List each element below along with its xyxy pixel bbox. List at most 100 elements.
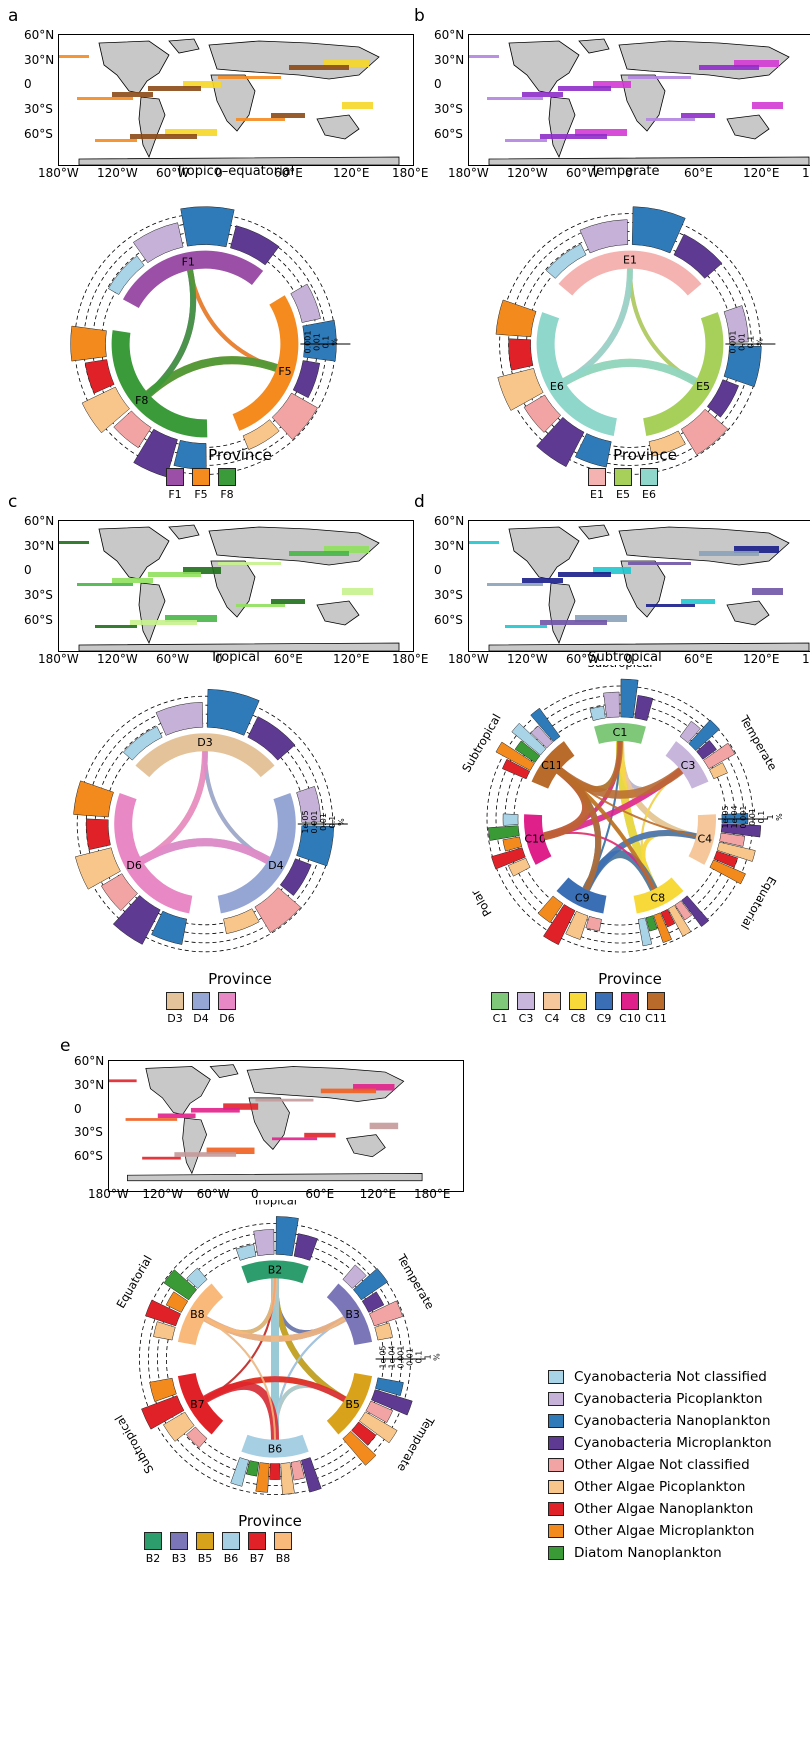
abundance-bar [113, 410, 152, 449]
abundance-bar [681, 895, 710, 927]
province-band [558, 572, 611, 577]
legend-swatch [548, 1370, 564, 1384]
chord-wheel-d: C1C3C4C8C9C10C11EquatorialTropicalPolarS… [459, 665, 784, 953]
province-band [190, 1107, 240, 1113]
abundance-bar [507, 857, 531, 877]
scale-tick-label: 0.1 [757, 811, 766, 824]
province-swatch [517, 992, 535, 1010]
abundance-bar [296, 786, 322, 823]
province-label: D4 [193, 1012, 209, 1025]
lon-tick-label: 60°E [305, 1187, 335, 1201]
map-land-group [59, 38, 400, 166]
abundance-bar [720, 823, 762, 838]
province-arc-label: C10 [524, 832, 546, 845]
abundance-bar [153, 1321, 176, 1341]
legend-item: Cyanobacteria Nanoplankton [548, 1413, 771, 1429]
province-arc [232, 295, 299, 431]
abundance-bar [634, 695, 654, 721]
lon-tick-label: 0 [625, 166, 633, 180]
province-arc-label: C3 [681, 759, 696, 772]
abundance-bar [603, 691, 620, 719]
abundance-bar [497, 368, 544, 411]
province-band [77, 97, 133, 100]
province-swatch [218, 992, 236, 1010]
abundance-bar [680, 408, 729, 456]
province-band [157, 1113, 196, 1119]
legend-label: Other Algae Microplankton [574, 1523, 755, 1539]
province-swatch [166, 992, 184, 1010]
province-swatch [218, 468, 236, 486]
scale-tick-label: % [337, 818, 346, 826]
lon-tick-label: 180°W [88, 1187, 129, 1201]
province-arc-label: D6 [126, 859, 141, 872]
lat-tick-label: 60°N [24, 28, 55, 42]
province-label: C11 [645, 1012, 667, 1025]
land-shape [726, 114, 770, 140]
province-label: B8 [275, 1552, 291, 1565]
lon-tick-label: 180°W [38, 652, 79, 666]
land-shape [346, 1134, 386, 1158]
abundance-bar [674, 900, 693, 921]
province-arc [688, 814, 716, 865]
lat-tick-label: 30°N [434, 52, 465, 67]
abundance-bar [292, 360, 321, 399]
province-label: B7 [249, 1552, 265, 1565]
lat-tick-label: 0 [24, 77, 32, 92]
province-swatch [614, 468, 632, 486]
lon-tick-label: 120°E [743, 166, 780, 180]
chord-wheel-b: E1E5E6Tropico–equatorialPolar0.0010.010.… [495, 195, 776, 475]
province-label: C9 [596, 1012, 612, 1025]
abundance-bar [293, 1233, 318, 1261]
scale-tick-label: % [775, 813, 784, 821]
province-band [593, 567, 631, 574]
world-map-d [468, 520, 810, 652]
lat-tick-label: 60°N [434, 28, 465, 42]
group-label: Polar [616, 195, 645, 198]
abundance-bar [660, 908, 676, 928]
lat-tick-label: 30°N [74, 1077, 105, 1092]
group-label: Subtropical [459, 711, 504, 774]
abundance-bar [706, 379, 739, 418]
lat-tick-label: 60°S [74, 1149, 103, 1163]
province-band [324, 60, 369, 67]
abundance-bar [501, 758, 531, 780]
province-swatch [144, 1532, 162, 1550]
abundance-bar [81, 386, 130, 434]
abundance-bar [673, 233, 723, 279]
province-band [236, 118, 285, 121]
abundance-bar [491, 847, 526, 870]
province-arc-label: C8 [650, 891, 665, 904]
lon-tick-label: 0 [215, 166, 223, 180]
province-label: C1 [492, 1012, 508, 1025]
land-shape [168, 38, 200, 54]
lat-tick-label: 0 [434, 563, 442, 578]
abundance-bar [275, 1216, 299, 1257]
abundance-bar [122, 726, 163, 761]
province-arc [241, 1434, 309, 1458]
province-arc-label: B8 [190, 1308, 205, 1321]
land-shape [548, 96, 576, 159]
province-arc [594, 723, 646, 744]
province-band [487, 97, 543, 100]
abundance-bar [368, 1300, 404, 1327]
province-band [593, 81, 631, 88]
group-label: Equatorial [738, 874, 779, 932]
province-band [206, 1147, 255, 1155]
province-band [59, 55, 89, 58]
lon-tick-label: 120°E [359, 1187, 397, 1201]
scale-tick-label: 1e-05 [721, 805, 730, 828]
abundance-bar [230, 225, 280, 266]
abundance-bar [253, 1229, 275, 1257]
abundance-bar [151, 910, 188, 945]
scale-tick-label: 0.1 [746, 336, 755, 349]
land-shape [508, 526, 580, 580]
abundance-bar [723, 305, 749, 343]
province-swatch [166, 468, 184, 486]
province-arc [217, 792, 296, 914]
abundance-bar [502, 836, 523, 852]
chord-wheel-c: D3D4D6EquatorialTemperate1e-050.0010.010… [73, 680, 348, 953]
abundance-bar [149, 1377, 177, 1402]
province-band [255, 1098, 314, 1102]
lat-tick-label: 30°N [24, 538, 55, 553]
chord-wheel-e: B2B3B5B6B7B8TemperatePolarSubtropicalEqu… [112, 1200, 442, 1496]
